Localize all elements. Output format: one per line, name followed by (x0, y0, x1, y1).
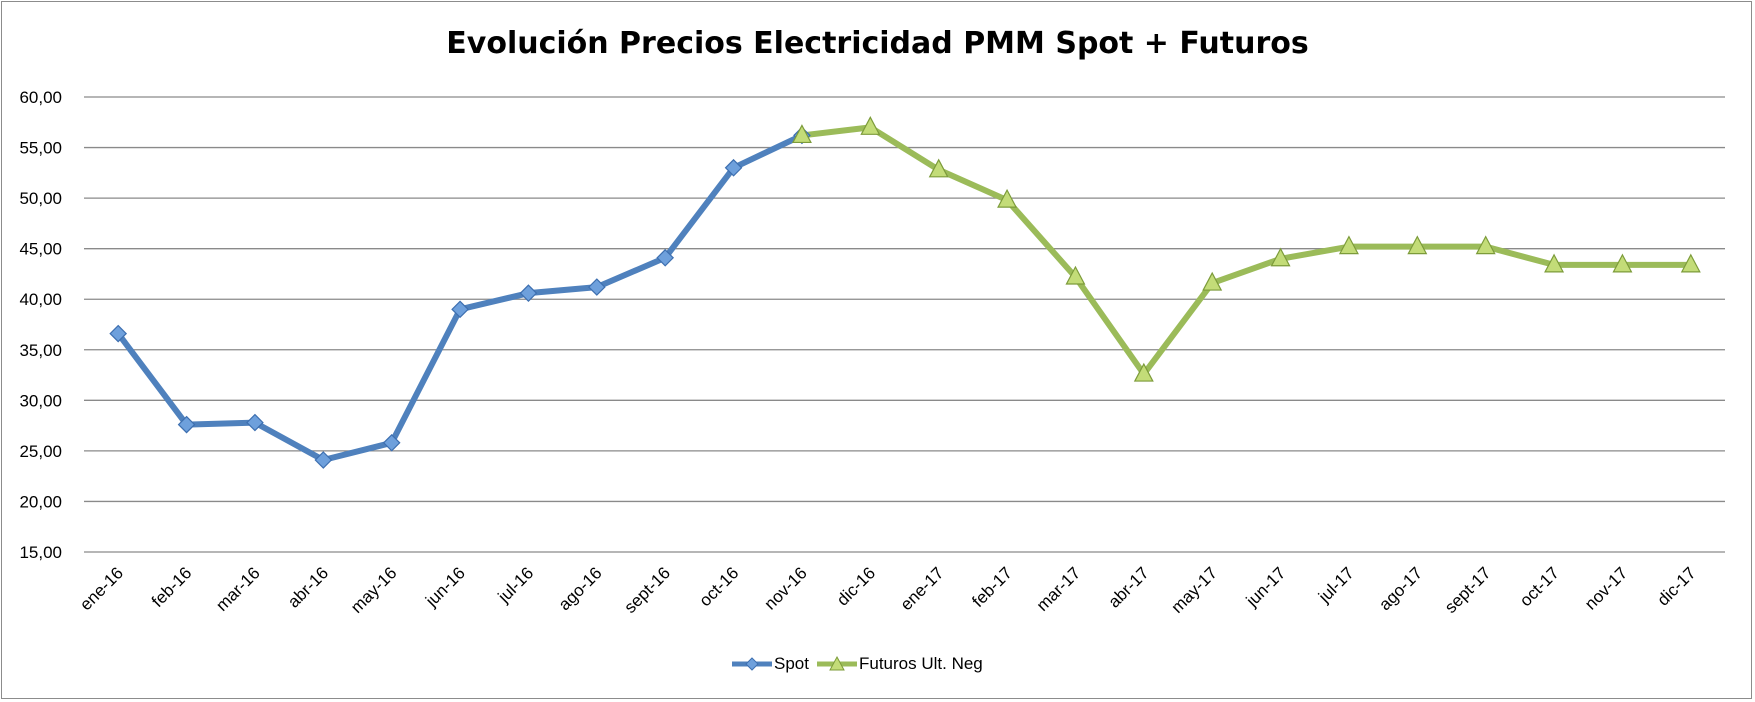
y-tick-label: 20,00 (19, 492, 62, 511)
futuros-point (1202, 271, 1223, 291)
x-tick-label: sept-17 (1441, 563, 1495, 617)
x-tick-label: abr-16 (284, 563, 332, 611)
x-tick-label: jul-17 (1314, 563, 1358, 607)
spot-point (724, 158, 743, 177)
x-tick-label: ene-17 (897, 563, 948, 614)
y-tick-label: 50,00 (19, 189, 62, 208)
futuros-point (791, 124, 812, 144)
y-tick-label: 55,00 (19, 139, 62, 158)
x-tick-label: nov-17 (1581, 563, 1631, 613)
futuros-point (928, 158, 949, 178)
futuros-point (1612, 253, 1633, 273)
x-tick-label: dic-16 (833, 563, 879, 609)
x-tick-label: jun-16 (421, 563, 469, 611)
y-tick-label: 15,00 (19, 543, 62, 562)
futuros-point (1680, 253, 1701, 273)
spot-point (109, 324, 128, 343)
spot-point (382, 433, 401, 452)
x-tick-label: mar-17 (1033, 563, 1085, 615)
x-tick-label: oct-16 (696, 563, 743, 610)
legend-item-spot: Spot (730, 654, 809, 674)
series-line-spot (115, 132, 805, 463)
x-tick-label: feb-16 (148, 563, 196, 611)
futuros-point (1475, 235, 1496, 255)
series-line-futuros (798, 124, 1694, 378)
legend-futuros-swatch (816, 655, 857, 671)
legend-label-spot: Spot (774, 654, 809, 673)
x-tick-label: nov-16 (761, 563, 811, 613)
chart-title: Evolución Precios Electricidad PMM Spot … (446, 26, 1309, 61)
legend-item-futuros: Futuros Ult. Neg (815, 654, 983, 674)
legend-label-futuros: Futuros Ult. Neg (858, 654, 983, 673)
spot-point (246, 413, 264, 432)
y-tick-label: 25,00 (19, 442, 62, 461)
spot-point (519, 284, 538, 303)
futuros-point (1133, 362, 1154, 382)
x-tick-label: feb-17 (968, 563, 1016, 611)
x-tick-label: may-17 (1167, 563, 1221, 617)
x-tick-label: jul-16 (494, 563, 538, 607)
y-tick-label: 30,00 (19, 391, 62, 410)
spot-point (656, 248, 675, 267)
x-tick-label: jun-17 (1242, 563, 1290, 611)
y-tick-label: 40,00 (19, 290, 62, 309)
futuros-point (1407, 235, 1428, 255)
x-tick-label: sept-16 (620, 563, 674, 617)
chart-legend: Spot Futuros Ult. Neg (730, 652, 989, 676)
spot-point (451, 300, 469, 319)
x-tick-label: abr-17 (1104, 563, 1152, 611)
x-tick-label: ago-16 (555, 563, 606, 614)
y-tick-label: 60,00 (19, 88, 62, 107)
futuros-point (860, 116, 881, 135)
y-tick-label: 45,00 (19, 240, 62, 259)
futuros-point (1544, 253, 1565, 273)
x-tick-label: dic-17 (1653, 563, 1699, 609)
x-tick-label: oct-17 (1516, 563, 1563, 610)
futuros-point (1270, 247, 1291, 267)
x-tick-label: mar-16 (212, 563, 264, 615)
futuros-point (1065, 265, 1086, 285)
legend-spot-swatch (732, 657, 772, 671)
spot-point (587, 278, 606, 296)
spot-point (314, 451, 333, 469)
x-tick-label: ago-17 (1375, 563, 1426, 614)
futuros-point (997, 188, 1018, 208)
x-tick-label: ene-16 (76, 563, 127, 614)
futuros-point (1338, 235, 1359, 255)
x-tick-label: may-16 (347, 563, 401, 617)
y-tick-label: 35,00 (19, 341, 62, 360)
spot-point (177, 415, 196, 434)
